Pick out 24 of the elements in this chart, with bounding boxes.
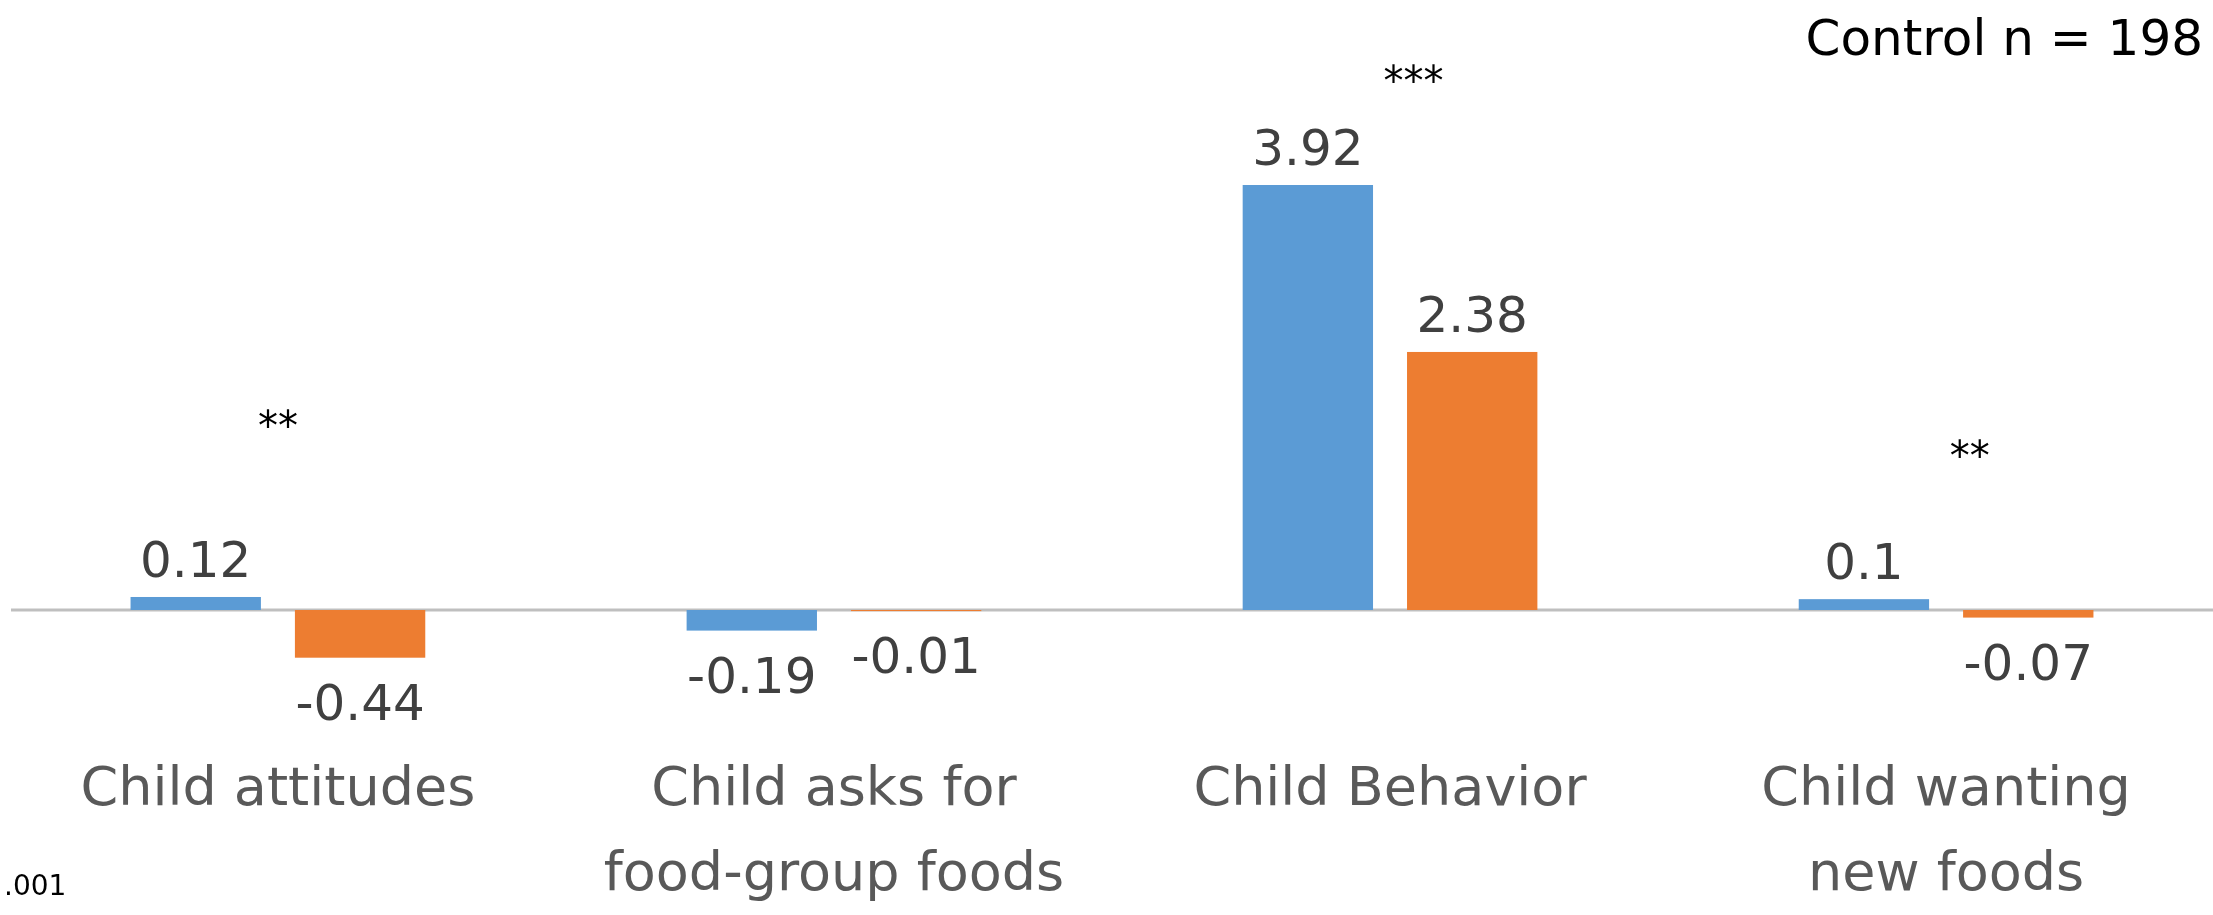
bar xyxy=(686,610,817,631)
data-label: 2.38 xyxy=(1416,285,1528,344)
bar xyxy=(1798,599,1930,610)
text: *** xyxy=(1383,58,1444,104)
x-tick-label: Child wanting new foods xyxy=(1761,755,2131,903)
annotation: ** xyxy=(257,403,298,449)
bar xyxy=(1407,351,1538,610)
data-label: 0.1 xyxy=(1824,533,1904,592)
text: .001 xyxy=(4,869,67,902)
text: Control n = 198 xyxy=(1805,9,2203,67)
data-label: -0.19 xyxy=(687,646,817,705)
x-tick-label: Child Behavior xyxy=(1193,755,1588,818)
bar xyxy=(294,610,426,658)
data-label: -0.01 xyxy=(851,627,981,686)
x-tick-label: Child attitudes xyxy=(80,755,476,818)
x-tick-label: Child asks for food-group foods xyxy=(603,755,1065,903)
bar xyxy=(1242,185,1374,610)
bar xyxy=(1963,610,2094,618)
data-label: 0.12 xyxy=(140,530,252,589)
annotation: ** xyxy=(1949,433,1990,479)
data-label: -0.07 xyxy=(1963,633,2093,692)
bar xyxy=(130,596,261,610)
data-label: 3.92 xyxy=(1252,119,1364,177)
data-label: -0.44 xyxy=(295,673,425,732)
